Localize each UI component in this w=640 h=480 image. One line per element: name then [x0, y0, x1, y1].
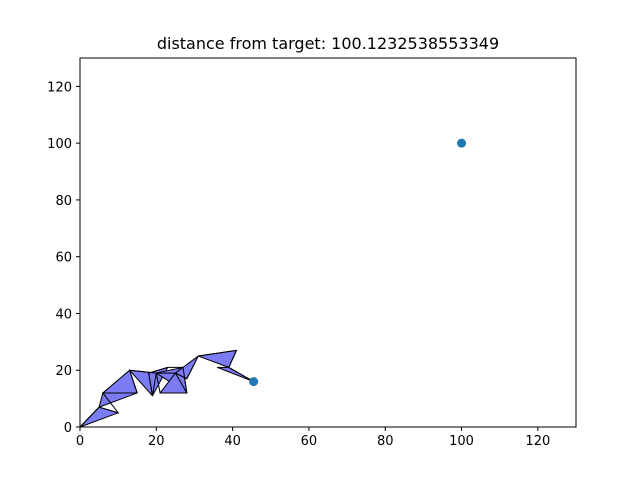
- y-tick-label-5: 100: [47, 137, 72, 152]
- x-tick-label-2: 40: [224, 434, 241, 449]
- x-tick-label-6: 120: [525, 434, 550, 449]
- arm-triangle-9: [216, 366, 255, 383]
- x-tick-label-4: 80: [377, 434, 394, 449]
- scatter-point-0: [457, 138, 467, 148]
- arm-triangle-0: [79, 406, 119, 428]
- plot-frame: [79, 57, 577, 428]
- chart-title: distance from target: 100.1232538553349: [157, 34, 499, 53]
- scatter-points: [249, 138, 467, 387]
- arm-linkage-0: [79, 349, 254, 428]
- y-tick-label-3: 60: [55, 251, 72, 266]
- y-tick-label-2: 40: [55, 307, 72, 322]
- y-tick-label-1: 20: [55, 364, 72, 379]
- scatter-point-1: [249, 377, 259, 387]
- robot-arm: [79, 349, 255, 428]
- y-tick-label-6: 120: [47, 80, 72, 95]
- x-tick-label-3: 60: [301, 434, 318, 449]
- x-tick-label-5: 100: [449, 434, 474, 449]
- x-tick-label-0: 0: [76, 434, 84, 449]
- x-tick-label-1: 20: [148, 434, 165, 449]
- y-tick-label-4: 80: [55, 194, 72, 209]
- y-axis-ticks: 0 20 40 60 80 100 120: [47, 80, 80, 436]
- x-axis-ticks: 0 20 40 60 80 100 120: [76, 427, 550, 449]
- y-tick-label-0: 0: [64, 421, 72, 436]
